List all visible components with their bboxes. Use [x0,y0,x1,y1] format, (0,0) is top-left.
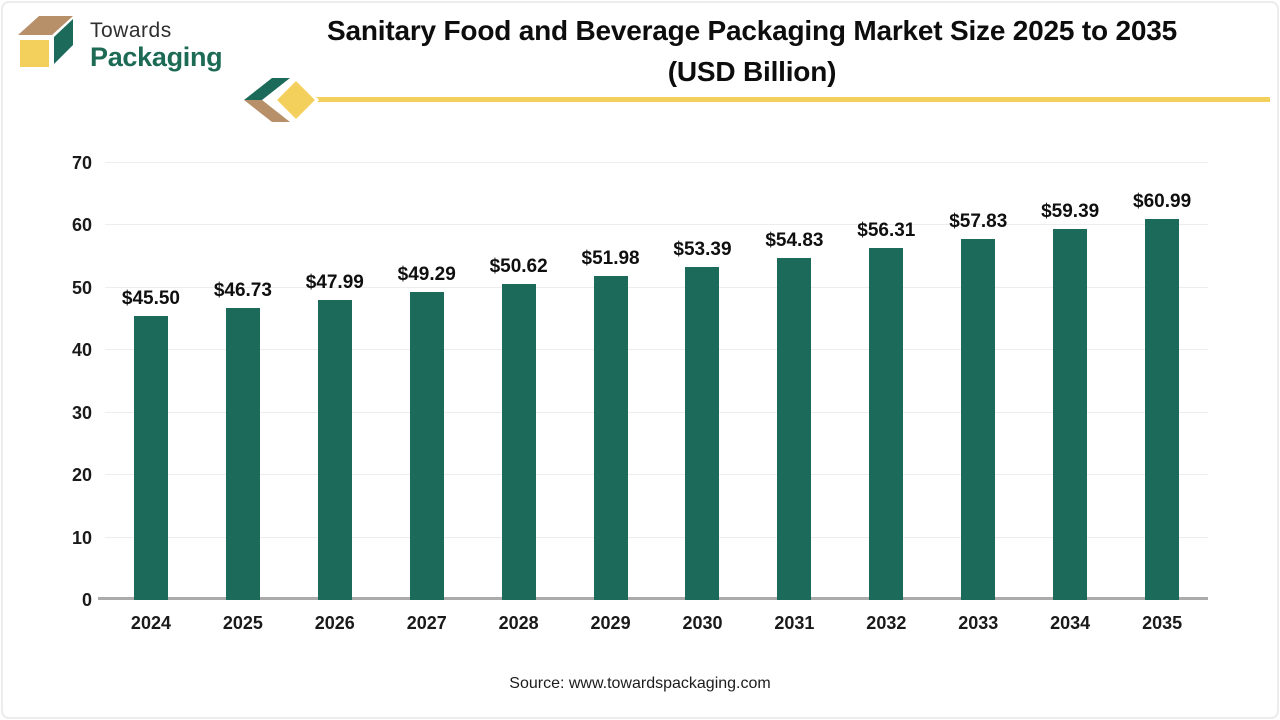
bar-value-label-2032: $56.31 [857,220,916,242]
x-tick-label-2031: 2031 [774,613,815,633]
y-tick-label-40: 40 [71,340,92,361]
bar-2034 [1053,229,1088,600]
bar-2030 [685,266,720,600]
bar-column-2025: $46.73 2025 [197,163,289,632]
y-tick-label-30: 30 [71,402,92,423]
bar-column-2030: $53.39 2030 [657,163,749,632]
bar-column-2033: $57.83 2033 [932,163,1024,632]
y-tick-label-20: 20 [71,465,92,486]
bar-value-label-2028: $50.62 [489,256,548,277]
bar-2026 [317,300,352,600]
plot-area: 0 10 20 30 40 50 60 70 $45.50 2024 $46.73 2025 $47.9… [72,154,1208,633]
y-tick-label-60: 60 [71,215,92,236]
gridline-40 [105,349,1208,351]
x-tick-label-2024: 2024 [130,613,171,633]
bar-2028 [501,284,536,600]
divider-arrow-icon [244,76,320,124]
chart-title-line2: (USD Billion) [667,56,837,87]
brand-box-icon [18,16,73,67]
bar-2035 [1145,219,1180,600]
x-tick-label-2035: 2035 [1142,613,1183,633]
bar-value-label-2033: $57.83 [949,210,1008,232]
gridline-50 [105,286,1208,288]
header: Towards Packaging Sanitary Food and Beve… [0,0,1280,130]
x-axis-line [98,597,1208,600]
bar-value-label-2031: $54.83 [765,229,824,251]
bar-value-label-2026: $47.99 [305,272,364,294]
bar-2032 [869,248,904,600]
gridline-30 [105,411,1208,413]
bar-value-label-2030: $53.39 [673,238,732,260]
gridline-20 [105,474,1208,476]
bar-column-2032: $56.31 2032 [840,163,932,632]
divider-line [298,97,1270,102]
gridline-70 [105,162,1208,163]
bar-column-2029: $51.98 2029 [565,163,657,633]
x-tick-label-2026: 2026 [314,613,355,633]
bar-2031 [777,257,812,600]
brand-logo: Towards Packaging [14,12,223,73]
bar-column-2034: $59.39 2034 [1024,163,1116,632]
bar-value-label-2034: $59.39 [1041,201,1100,223]
x-tick-label-2025: 2025 [222,613,263,633]
bar-2029 [593,275,628,600]
bar-value-label-2025: $46.73 [213,280,272,302]
bar-2027 [409,292,444,600]
y-tick-label-10: 10 [71,527,92,548]
brand-name: Towards Packaging [90,19,223,73]
bar-2025 [225,308,260,600]
bar-value-label-2024: $45.50 [121,287,181,309]
bar-value-label-2035: $60.99 [1133,191,1192,213]
chart-title: Sanitary Food and Beverage Packaging Mar… [230,10,1274,92]
source-text: Source: www.towardspackaging.com [509,675,771,692]
brand-name-towards: Towards [90,19,172,42]
bar-2033 [961,238,996,600]
x-tick-label-2028: 2028 [498,613,539,633]
x-tick-label-2030: 2030 [682,613,723,633]
bar-2024 [133,315,168,600]
gridline-10 [105,536,1208,538]
x-tick-label-2029: 2029 [590,613,631,633]
y-tick-label-70: 70 [71,153,92,173]
bar-value-label-2027: $49.29 [397,264,456,286]
bar-column-2031: $54.83 2031 [748,163,840,632]
bars-container: $45.50 2024 $46.73 2025 $47.99 2026 $49.29 2027… [105,163,1208,633]
bar-column-2028: $50.62 2028 [473,163,565,632]
x-tick-label-2034: 2034 [1050,613,1091,633]
bar-column-2035: $60.99 2035 [1116,163,1208,632]
bar-value-label-2029: $51.98 [581,247,640,269]
bar-column-2024: $45.50 2024 [105,163,197,632]
x-tick-label-2032: 2032 [866,613,907,633]
y-tick-label-50: 50 [71,277,92,298]
x-tick-label-2033: 2033 [958,613,999,633]
chart-title-line1: Sanitary Food and Beverage Packaging Mar… [327,15,1177,46]
brand-name-packaging: Packaging [90,42,223,73]
y-tick-label-0: 0 [81,590,92,610]
bar-column-2027: $49.29 2027 [381,163,473,632]
bar-column-2026: $47.99 2026 [289,163,381,632]
x-tick-label-2027: 2027 [406,613,447,633]
gridline-60 [105,224,1208,226]
